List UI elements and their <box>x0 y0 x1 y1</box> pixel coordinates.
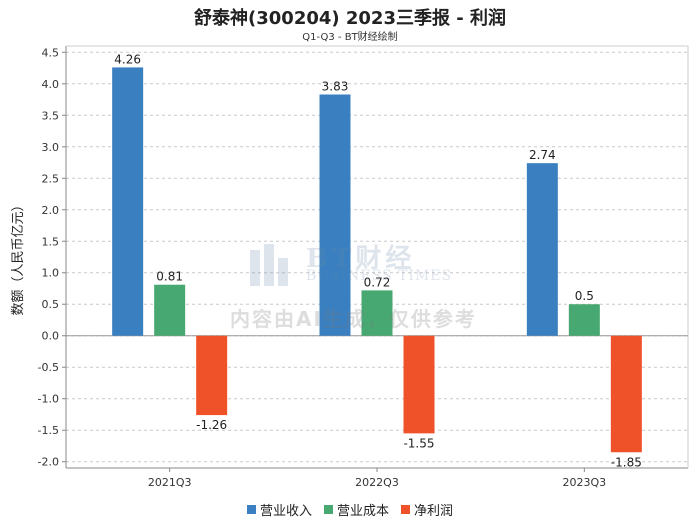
legend-item-revenue[interactable]: 营业收入 <box>246 500 312 519</box>
bar-2-1 <box>403 335 435 434</box>
data-label: 2.74 <box>529 148 556 162</box>
y-tick-label: 1.0 <box>42 267 60 280</box>
data-label: 0.5 <box>575 289 594 303</box>
bar-2-0 <box>196 335 228 416</box>
y-tick-label: 0.0 <box>42 330 60 343</box>
data-label: 0.81 <box>156 270 183 284</box>
data-label: 0.72 <box>364 275 391 289</box>
y-tick-label: 4.5 <box>42 46 60 59</box>
chart-legend: 营业收入 营业成本 净利润 <box>0 500 700 519</box>
watermark-ai-notice: 内容由AI生成，仅供参考 <box>230 307 477 331</box>
bar-0-0 <box>112 67 144 336</box>
legend-item-net-profit[interactable]: 净利润 <box>401 500 453 519</box>
y-tick-label: 3.0 <box>42 141 60 154</box>
legend-swatch-net-profit <box>401 505 410 514</box>
data-label: -1.26 <box>196 418 227 432</box>
watermark-logo-text: BT财经 <box>306 244 416 274</box>
y-tick-label: 1.5 <box>42 235 60 248</box>
x-tick-label: 2023Q3 <box>563 476 607 489</box>
x-tick-label: 2021Q3 <box>148 476 192 489</box>
y-tick-label: -1.5 <box>38 424 59 437</box>
bar-0-2 <box>526 163 558 336</box>
bar-1-1 <box>361 290 393 336</box>
legend-swatch-cost <box>323 505 333 514</box>
y-tick-label: 4.0 <box>42 78 60 91</box>
watermark-logo: BT财经 BUSINESS TIMES <box>248 238 468 294</box>
y-tick-label: 0.5 <box>42 298 60 311</box>
y-tick-label: -1.0 <box>38 393 59 406</box>
data-label: 3.83 <box>322 79 349 93</box>
data-label: 4.26 <box>114 52 141 66</box>
legend-label-revenue: 营业收入 <box>259 504 312 519</box>
y-tick-label: 2.5 <box>42 172 60 185</box>
legend-label-net-profit: 净利润 <box>414 504 454 519</box>
bar-1-2 <box>568 304 600 336</box>
chart-title: 舒泰神(300204) 2023三季报 - 利润 <box>194 8 506 29</box>
y-tick-label: 3.5 <box>42 109 60 122</box>
x-tick-label: 2022Q3 <box>355 476 399 489</box>
watermark-logo-sub: BUSINESS TIMES <box>306 268 453 284</box>
plot-area <box>66 46 688 468</box>
bar-0-1 <box>319 94 351 336</box>
bar-2-2 <box>610 335 642 453</box>
chart-subtitle: Q1-Q3 - BT财经绘制 <box>302 32 398 43</box>
legend-label-cost: 营业成本 <box>336 504 389 519</box>
y-axis-label: 数额（人民币亿元） <box>11 198 26 315</box>
data-label: -1.85 <box>611 455 642 469</box>
y-tick-label: -2.0 <box>38 456 59 469</box>
y-tick-label: -0.5 <box>38 361 59 374</box>
bar-1-0 <box>154 284 186 336</box>
legend-swatch-revenue <box>246 505 256 514</box>
y-tick-label: 2.0 <box>42 204 60 217</box>
data-label: -1.55 <box>403 436 434 450</box>
legend-item-cost[interactable]: 营业成本 <box>323 500 389 519</box>
